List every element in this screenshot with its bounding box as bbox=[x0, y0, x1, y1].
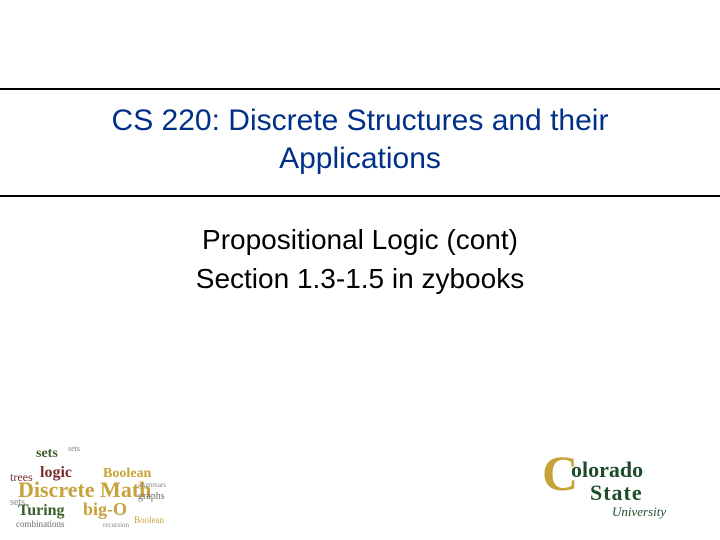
subtitle-container: Propositional Logic (cont) Section 1.3-1… bbox=[0, 220, 720, 298]
logo-word2: State bbox=[590, 480, 643, 506]
wordcloud-word: grammars bbox=[138, 481, 166, 489]
slide: CS 220: Discrete Structures and their Ap… bbox=[0, 0, 720, 540]
course-title: CS 220: Discrete Structures and their Ap… bbox=[40, 102, 680, 177]
wordcloud-word: graphs bbox=[138, 491, 165, 502]
subtitle-line-2: Section 1.3-1.5 in zybooks bbox=[60, 259, 660, 298]
wordcloud-word: big-O bbox=[83, 499, 127, 519]
wordcloud-word: combinations bbox=[16, 519, 65, 529]
university-logo: C olorado State University bbox=[542, 450, 692, 522]
wordcloud-word: logic bbox=[40, 464, 72, 481]
subtitle-line-1: Propositional Logic (cont) bbox=[60, 220, 660, 259]
wordcloud-word: sets bbox=[68, 444, 80, 453]
logo-word3: University bbox=[612, 504, 666, 520]
wordcloud-word: Boolean bbox=[134, 515, 164, 525]
wordcloud-icon: Discrete MathsetslogicBooleantreesTuring… bbox=[8, 437, 183, 532]
wordcloud-word: trees bbox=[10, 470, 33, 484]
title-container: CS 220: Discrete Structures and their Ap… bbox=[0, 88, 720, 197]
wordcloud-word: Boolean bbox=[103, 466, 151, 481]
wordcloud-word: recursion bbox=[103, 521, 130, 529]
wordcloud-word: sets bbox=[36, 446, 58, 461]
wordcloud-word: sets bbox=[10, 497, 25, 508]
